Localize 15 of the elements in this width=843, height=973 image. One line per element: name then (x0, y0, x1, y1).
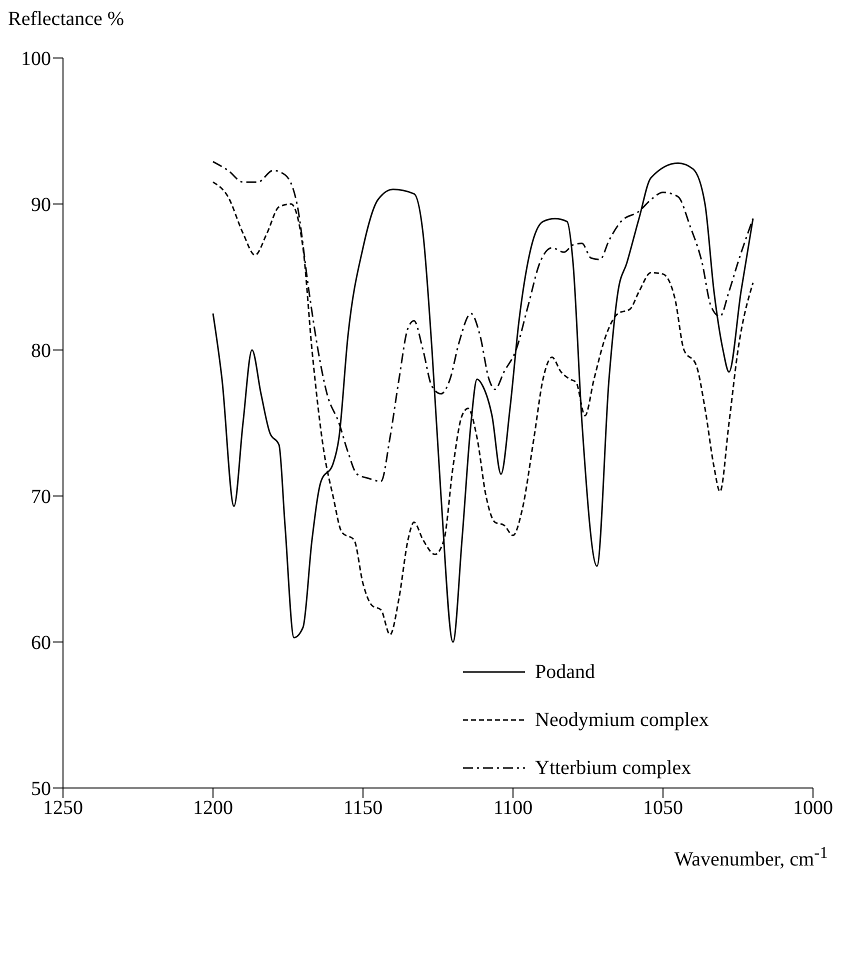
y-tick-label: 60 (31, 632, 51, 654)
y-tick-label: 80 (31, 340, 51, 362)
legend-label: Podand (535, 660, 595, 684)
x-tick-label: 1100 (493, 797, 533, 820)
y-tick-label: 90 (31, 194, 51, 216)
legend-label: Ytterbium complex (535, 756, 692, 780)
x-tick-label: 1150 (343, 797, 383, 820)
x-tick-label: 1000 (793, 797, 833, 820)
y-axis-title: Reflectance % (8, 8, 124, 31)
x-tick-label: 1050 (643, 797, 683, 820)
x-tick-label: 1200 (193, 797, 233, 820)
x-axis-title: Wavenumber, cm$^{-1}$ (674, 843, 828, 872)
legend-label: Neodymium complex (535, 708, 709, 732)
y-tick-label: 70 (31, 486, 51, 508)
y-tick-label: 100 (21, 48, 51, 70)
